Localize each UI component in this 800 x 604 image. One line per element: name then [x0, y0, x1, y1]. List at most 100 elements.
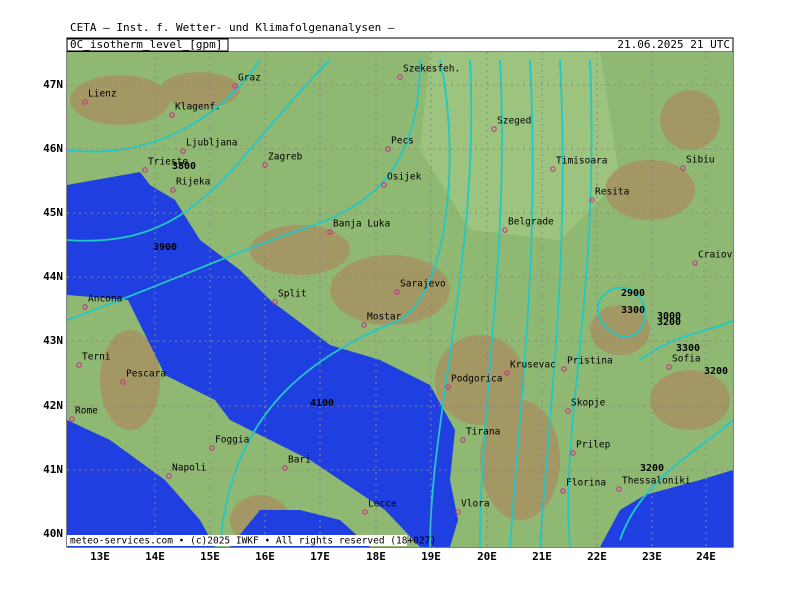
city-dot — [272, 299, 278, 305]
plain — [420, 52, 620, 240]
contour-label: 3200 — [704, 366, 728, 377]
city-label: Skopje — [571, 398, 606, 409]
city-label: Pescara — [126, 369, 166, 380]
lat-label: 42N — [43, 399, 63, 412]
city-label: Prilep — [576, 440, 611, 451]
city-label: Florina — [566, 478, 606, 489]
city-label: Ancona — [88, 294, 122, 305]
city-dot — [82, 99, 88, 105]
city-dot — [169, 112, 175, 118]
city-dot — [180, 148, 186, 154]
lon-label: 23E — [642, 550, 662, 563]
city-label: Ljubljana — [186, 138, 237, 149]
city-label: Lecce — [368, 499, 397, 510]
city-dot — [262, 162, 268, 168]
lat-label: 44N — [43, 270, 63, 283]
contour-label: 3900 — [153, 242, 177, 253]
city-dot — [550, 166, 556, 172]
mountains — [70, 72, 730, 545]
footer-box — [67, 535, 407, 546]
city-dot — [327, 229, 333, 235]
contour-label: 3300 — [621, 305, 645, 316]
lat-label: 40N — [43, 527, 63, 540]
city-label: Craiova — [698, 250, 738, 261]
city-dot — [692, 260, 698, 266]
lon-label: 14E — [145, 550, 165, 563]
city-label: Timisoara — [556, 156, 607, 167]
city-dot — [142, 167, 148, 173]
city-dot — [381, 182, 387, 188]
contour-label: 3300 — [676, 343, 700, 354]
city-dot — [560, 488, 566, 494]
lon-label: 13E — [90, 550, 110, 563]
contour-label: 2900 — [621, 288, 645, 299]
city-label: Pristina — [567, 356, 613, 367]
city-label: Thessaloniki — [622, 476, 691, 487]
city-dot — [362, 509, 368, 515]
city-dot — [166, 473, 172, 479]
city-dot — [120, 379, 126, 385]
lat-label: 45N — [43, 206, 63, 219]
lon-label: 16E — [255, 550, 275, 563]
city-dot — [394, 289, 400, 295]
city-dot — [76, 362, 82, 368]
title-box — [66, 38, 229, 52]
graticule — [67, 52, 733, 547]
valid-time: 21.06.2025 21 UTC — [617, 38, 730, 51]
city-dot — [565, 408, 571, 414]
contour-label: 4100 — [310, 398, 334, 409]
city-label: Split — [278, 289, 307, 300]
city-dot — [445, 384, 451, 390]
city-dot — [460, 437, 466, 443]
city-label: Mostar — [367, 312, 402, 323]
city-label: Zagreb — [268, 152, 303, 163]
city-label: Resita — [595, 187, 629, 198]
city-dot — [502, 227, 508, 233]
city-dot — [455, 509, 461, 515]
city-label: Lienz — [88, 89, 117, 100]
lon-label: 22E — [587, 550, 607, 563]
city-dot — [666, 364, 672, 370]
city-label: Terni — [82, 352, 111, 363]
city-label: Napoli — [172, 463, 207, 474]
map-area: Lienz Graz Szekesfeh. Klagenf. Ljubljana Zagr… — [67, 52, 738, 547]
lon-label: 18E — [366, 550, 386, 563]
city-label: Szeged — [497, 116, 531, 127]
city-dot — [170, 187, 176, 193]
city-label: Krusevac — [510, 360, 556, 371]
city-dot — [570, 450, 576, 456]
city-dot — [232, 83, 238, 89]
lat-label: 46N — [43, 142, 63, 155]
city-dot — [209, 445, 215, 451]
lon-label: 19E — [421, 550, 441, 563]
city-label: Bari — [288, 455, 311, 466]
lon-label: 15E — [200, 550, 220, 563]
isolines — [67, 59, 733, 547]
lon-label: 20E — [477, 550, 497, 563]
city-dot — [680, 165, 686, 171]
city-label: Sofia — [672, 354, 701, 365]
city-label: Sarajevo — [400, 279, 446, 290]
lat-label: 47N — [43, 78, 63, 91]
city-dot — [504, 370, 510, 376]
lon-label: 17E — [310, 550, 330, 563]
city-label: Podgorica — [451, 374, 502, 385]
city-dot — [397, 74, 403, 80]
city-label: Belgrade — [508, 217, 554, 228]
city-label: Banja Luka — [333, 219, 390, 230]
city-dot — [561, 366, 567, 372]
city-dot — [616, 486, 622, 492]
city-label: Foggia — [215, 435, 249, 446]
city-dot — [361, 322, 367, 328]
city-dot — [491, 126, 497, 132]
lon-label: 21E — [532, 550, 552, 563]
city-label: Graz — [238, 73, 261, 84]
city-label: Klagenf. — [175, 102, 221, 113]
lon-label: 24E — [696, 550, 716, 563]
footer: meteo-services.com • (c)2025 IWKF • All … — [70, 536, 436, 547]
institute: CETA — Inst. f. Wetter- und Klimafolgena… — [70, 21, 395, 34]
contour-label: 3000 — [657, 311, 681, 322]
city-label: Trieste — [148, 157, 188, 168]
